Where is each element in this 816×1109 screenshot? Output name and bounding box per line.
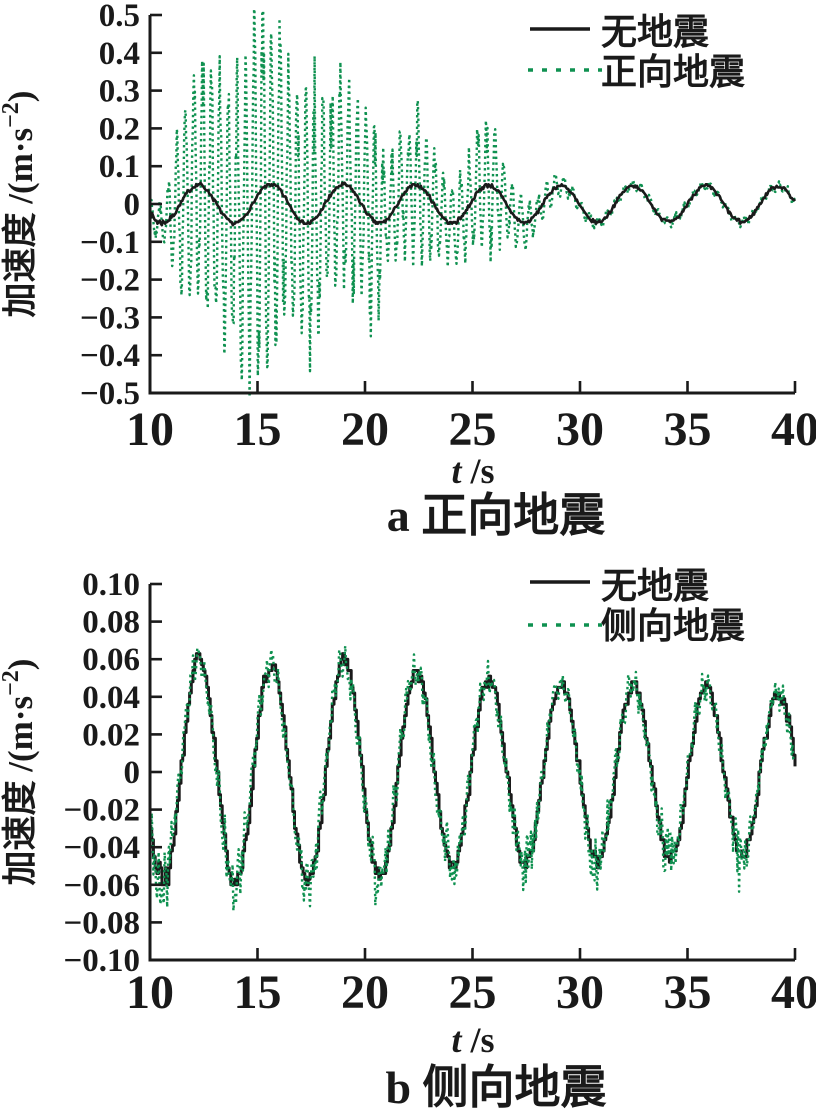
y-tick-label: −0.04	[63, 830, 140, 866]
series-quake-line	[149, 10, 796, 397]
series-group	[149, 10, 797, 397]
series-quake-line	[149, 644, 797, 912]
y-tick-label: 0.4	[99, 36, 140, 72]
legend-label-forward-quake: 正向地震	[601, 52, 745, 92]
y-tick-label: −0.08	[63, 905, 140, 941]
x-tick-label: 40	[771, 403, 816, 456]
y-tick-label: 0.3	[99, 74, 140, 110]
y-tick-label: 0	[124, 187, 141, 223]
y-tick-label: −0.02	[63, 793, 140, 829]
y-tick-label: −0.10	[63, 943, 140, 979]
chart-b-plot-area: 0.100.080.060.040.020−0.02−0.04−0.06−0.0…	[63, 567, 816, 1019]
chart-b-caption: b 侧向地震	[385, 1062, 606, 1109]
chart-a-plot-area: 0.50.40.30.20.10−0.1−0.2−0.3−0.4−0.510 15…	[80, 0, 816, 456]
y-tick-label: 0.06	[82, 642, 140, 678]
y-tick-label: 0.02	[82, 717, 140, 753]
chart-a-x-axis-label: t /s	[451, 451, 494, 491]
x-tick-label: 15	[234, 403, 282, 456]
chart-a-legend: 无地震 正向地震	[528, 12, 745, 92]
chart-b-x-axis-label: t /s	[451, 1020, 494, 1060]
legend-label-no-quake: 无地震	[601, 12, 709, 52]
chart-a: 0.50.40.30.20.10−0.1−0.2−0.3−0.4−0.510 15…	[0, 0, 816, 541]
x-tick-label: 30	[556, 966, 604, 1019]
y-tick-label: 0	[124, 755, 141, 791]
chart-a-y-axis-label: 加速度 /(m·s−2)	[0, 91, 40, 318]
series-group	[149, 644, 797, 912]
y-tick-label: −0.3	[80, 300, 140, 336]
legend-label-no-quake: 无地震	[601, 566, 709, 606]
x-tick-label: 40	[771, 966, 816, 1019]
chart-b: 0.100.080.060.040.020−0.02−0.04−0.06−0.0…	[0, 566, 816, 1109]
chart-a-caption: a 正向地震	[387, 490, 606, 541]
series-baseline-line	[150, 652, 797, 887]
x-tick-label: 10	[126, 966, 174, 1019]
y-tick-label: 0.2	[99, 111, 140, 147]
x-tick-label: 25	[449, 403, 497, 456]
x-tick-label: 35	[664, 966, 712, 1019]
y-tick-label: 0.5	[99, 0, 140, 34]
y-tick-label: −0.2	[80, 263, 140, 299]
y-tick-label: 0.10	[82, 567, 140, 603]
y-tick-label: −0.5	[80, 376, 140, 412]
y-tick-label: −0.4	[80, 338, 140, 374]
y-tick-label: −0.06	[63, 868, 140, 904]
y-tick-label: 0.04	[82, 680, 140, 716]
y-tick-label: −0.1	[80, 225, 140, 261]
y-tick-label: 0.1	[99, 149, 140, 185]
x-tick-label: 35	[664, 403, 712, 456]
y-tick-label: 0.08	[82, 605, 140, 641]
x-tick-label: 20	[341, 966, 389, 1019]
chart-b-legend: 无地震 侧向地震	[528, 566, 745, 646]
series-baseline-line	[149, 181, 797, 227]
chart-b-y-axis-label: 加速度 /(m·s−2)	[0, 659, 40, 886]
x-tick-label: 20	[341, 403, 389, 456]
x-tick-label: 15	[234, 966, 282, 1019]
legend-label-lateral-quake: 侧向地震	[601, 606, 745, 646]
x-tick-label: 10	[126, 403, 174, 456]
x-tick-label: 30	[556, 403, 604, 456]
x-tick-label: 25	[449, 966, 497, 1019]
